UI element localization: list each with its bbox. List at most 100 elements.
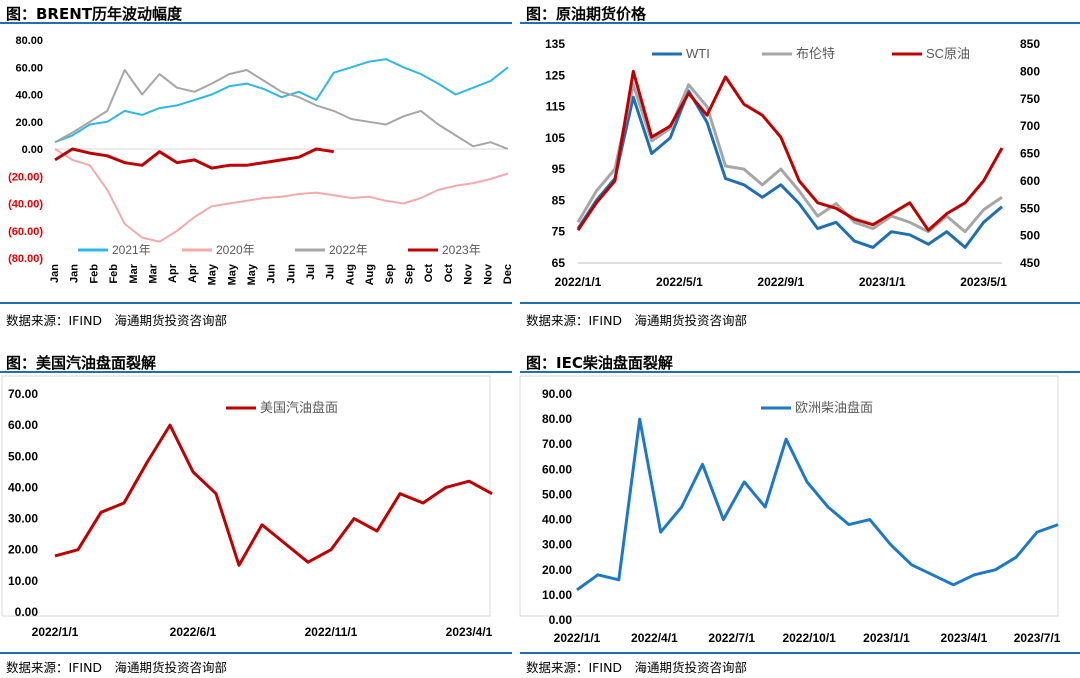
y-tick-label: (40.00) (8, 199, 43, 211)
y-right-tick-label: 750 (1020, 92, 1040, 106)
x-tick-label: Nov (482, 263, 494, 285)
x-tick-label: Feb (88, 264, 100, 284)
legend-label: 2023年 (442, 243, 481, 257)
x-tick-label: Jan (49, 264, 61, 283)
x-tick-label: 2022/10/1 (782, 631, 836, 645)
y-tick-label: 40.00 (542, 513, 572, 527)
legend-label: 布伦特 (796, 46, 835, 61)
y-tick-label: 80.00 (542, 412, 572, 426)
panel-title-brent: 图：BRENT历年波动幅度 (6, 5, 183, 23)
y-right-tick-label: 600 (1020, 174, 1040, 188)
us-gasoline-crack-chart: 70.00 60.00 50.00 40.00 30.00 20.00 10.00 0.00 2… (1, 375, 493, 639)
y-tick-label: 50.00 (542, 487, 572, 501)
x-tick-label: 2022/9/1 (757, 275, 804, 289)
y-tick-label: 60.00 (15, 62, 43, 74)
y-left-tick-label: 85 (552, 193, 566, 207)
y-right-tick-label: 650 (1020, 147, 1040, 161)
separator-bar (520, 371, 1080, 373)
x-tick-label: 2022/11/1 (305, 625, 358, 639)
source-note: 数据来源：IFIND 海通期货投资咨询部 (526, 660, 748, 675)
x-tick-label: Oct (423, 264, 435, 283)
panel-title-diesel: 图：IEC柴油盘面裂解 (526, 354, 673, 372)
plot-frame (1, 375, 491, 617)
separator-bar (0, 302, 512, 304)
y-left-tick-label: 95 (552, 162, 566, 176)
y-tick-label: 40.00 (8, 480, 38, 494)
series-line-2023年 (54, 147, 335, 170)
x-tick-label: May (226, 263, 238, 285)
y-right-tick-label: 800 (1020, 64, 1040, 78)
x-tick-label: 2023/1/1 (859, 275, 906, 289)
y-left-tick-label: 65 (552, 256, 566, 270)
separator-bar (0, 652, 512, 654)
y-tick-label: 20.00 (8, 543, 38, 557)
legend-label: 2022年 (329, 243, 368, 257)
x-tick-label: May (246, 263, 258, 285)
legend-label: 2021年 (112, 243, 151, 257)
x-tick-label: Nov (463, 263, 475, 285)
y-left-tick-label: 75 (552, 225, 566, 239)
series-line-2021年 (54, 58, 509, 144)
y-tick-label: 20.00 (542, 563, 572, 577)
legend-label: WTI (686, 46, 710, 61)
x-tick-label: 2022/1/1 (555, 275, 602, 289)
x-tick-label: Sep (384, 264, 396, 284)
x-tick-label: Jul (305, 264, 317, 280)
legend-label: 2020年 (216, 243, 255, 257)
x-tick-label: 2023/1/1 (863, 631, 910, 645)
y-left-tick-label: 125 (545, 68, 565, 82)
x-tick-label: Mar (147, 263, 159, 283)
x-tick-label: Dec (502, 264, 514, 284)
x-tick-label: 2022/5/1 (656, 275, 703, 289)
x-tick-label: Jan (69, 264, 81, 283)
legend-label: 欧洲柴油盘面 (795, 400, 873, 415)
y-tick-label: 70.00 (8, 387, 38, 401)
y-tick-label: 40.00 (15, 90, 43, 102)
y-tick-label: 60.00 (542, 462, 572, 476)
y-right-tick-label: 700 (1020, 119, 1040, 133)
separator-bar (0, 371, 512, 373)
y-tick-label: (80.00) (8, 253, 43, 265)
crude-futures-chart: 135 125 115 105 95 85 75 65 850 800 750 700 650 600 55… (545, 37, 1040, 289)
y-right-tick-label: 550 (1020, 201, 1040, 215)
separator-bar (520, 652, 1080, 654)
legend-label: SC原油 (926, 46, 970, 61)
y-tick-label: 60.00 (8, 418, 38, 432)
x-tick-label: 2023/4/1 (446, 625, 493, 639)
x-tick-label: Jul (325, 264, 337, 280)
x-tick-label: 2023/7/1 (1014, 631, 1061, 645)
plot-frame (519, 375, 1059, 617)
y-tick-label: 80.00 (15, 35, 43, 47)
y-right-tick-label: 850 (1020, 37, 1040, 51)
y-tick-label: 50.00 (8, 449, 38, 463)
source-note: 数据来源：IFIND 海通期货投资咨询部 (6, 660, 228, 675)
y-left-tick-label: 105 (545, 131, 565, 145)
x-tick-label: Apr (167, 263, 179, 283)
y-tick-label: 10.00 (542, 588, 572, 602)
x-tick-label: Aug (344, 264, 356, 285)
x-tick-label: 2022/7/1 (708, 631, 755, 645)
source-note: 数据来源：IFIND 海通期货投资咨询部 (526, 313, 748, 328)
y-tick-label: (60.00) (8, 226, 43, 238)
panel-title-gasoline: 图：美国汽油盘面裂解 (6, 354, 157, 372)
x-tick-label: Feb (108, 264, 120, 284)
source-note: 数据来源：IFIND 海通期货投资咨询部 (6, 313, 228, 328)
x-tick-label: Aug (364, 264, 376, 285)
y-tick-label: 90.00 (542, 387, 572, 401)
y-tick-label: 0.00 (15, 605, 39, 619)
series-line-美国汽油盘面 (54, 423, 493, 567)
series-line-2020年 (54, 148, 509, 243)
series-line-欧洲柴油盘面 (576, 417, 1059, 592)
y-right-tick-label: 500 (1020, 229, 1040, 243)
y-tick-label: 10.00 (8, 574, 38, 588)
x-tick-label: Jun (285, 264, 297, 284)
x-tick-label: 2022/4/1 (631, 631, 678, 645)
y-tick-label: 0.00 (549, 613, 573, 627)
brent-volatility-chart: 80.00 60.00 40.00 20.00 0.00 (20.00) (40.00) (6… (8, 35, 514, 285)
y-tick-label: (20.00) (8, 171, 43, 183)
x-tick-label: Mar (128, 263, 140, 283)
y-tick-label: 20.00 (15, 117, 43, 129)
x-tick-label: 2022/6/1 (170, 625, 217, 639)
x-tick-label: Sep (404, 264, 416, 284)
x-tick-label: 2023/4/1 (941, 631, 988, 645)
